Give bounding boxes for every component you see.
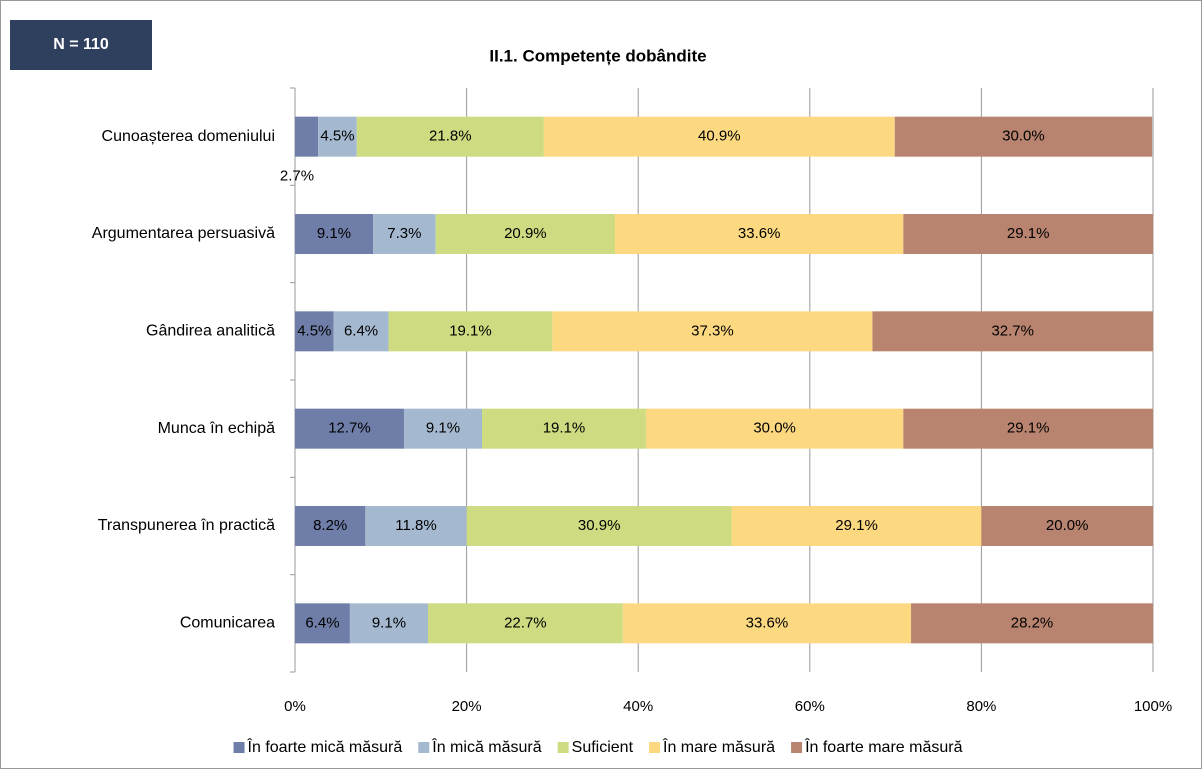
- y-tick-label: Cunoașterea domeniului: [102, 128, 275, 145]
- bar-segment: [615, 214, 904, 254]
- bar-segment: [349, 603, 428, 644]
- data-label: 6.4%: [305, 614, 339, 631]
- y-tick-label: Argumentarea persuasivă: [92, 225, 275, 242]
- data-label: 7.3%: [387, 225, 421, 242]
- x-tick-label: 60%: [795, 698, 825, 715]
- bar-segment: [295, 506, 366, 546]
- data-label: 22.7%: [504, 614, 547, 631]
- legend-swatch: [649, 742, 661, 753]
- bar-segment: [466, 506, 732, 546]
- y-tick-label: Munca în echipă: [158, 420, 276, 437]
- data-label: 29.1%: [835, 517, 878, 534]
- legend-swatch: [418, 742, 430, 753]
- x-tick-label: 40%: [623, 698, 653, 715]
- data-label: 9.1%: [426, 420, 460, 437]
- data-label: 4.5%: [320, 128, 354, 145]
- legend-label: În foarte mare măsură: [804, 737, 963, 756]
- badge: N = 110: [53, 36, 109, 53]
- badge-box: [10, 20, 152, 70]
- bar-segment: [295, 408, 404, 449]
- data-label: 32.7%: [991, 322, 1034, 339]
- data-label: 33.6%: [738, 225, 781, 242]
- bar-segment: [427, 603, 623, 644]
- bar-segment: [388, 311, 553, 352]
- bar-segment: [435, 214, 616, 254]
- data-label: 20.0%: [1046, 517, 1089, 534]
- data-label: 37.3%: [691, 322, 734, 339]
- bar-segment: [903, 408, 1153, 449]
- bar-segment: [295, 214, 374, 254]
- data-label: 21.8%: [429, 128, 472, 145]
- data-label: 30.0%: [1002, 128, 1045, 145]
- legend-label: Suficient: [572, 739, 634, 756]
- legend-label: În foarte mică măsură: [247, 737, 403, 756]
- data-label: 29.1%: [1007, 225, 1050, 242]
- data-label: 28.2%: [1011, 614, 1054, 631]
- chart-title: II.1. Competențe dobândite: [489, 46, 706, 65]
- legend-label: În mică măsură: [431, 737, 541, 756]
- data-label: 40.9%: [698, 128, 741, 145]
- y-tick-label: Transpunerea în practică: [98, 517, 275, 534]
- legend-swatch: [557, 742, 569, 753]
- data-label: 9.1%: [317, 225, 351, 242]
- bar-segment: [552, 311, 873, 352]
- bar-segment: [373, 214, 436, 254]
- x-tick-label: 0%: [284, 698, 306, 715]
- data-label: 19.1%: [449, 322, 492, 339]
- data-label: 4.5%: [297, 322, 331, 339]
- legend: În foarte mică măsură În mică măsură Sufic…: [233, 737, 963, 756]
- data-label: 12.7%: [328, 420, 371, 437]
- bar-segment: [295, 116, 319, 157]
- bar-segment: [894, 116, 1153, 157]
- data-label: 6.4%: [344, 322, 378, 339]
- data-label: 29.1%: [1007, 420, 1050, 437]
- y-tick-label: Comunicarea: [180, 615, 275, 632]
- x-tick-label: 20%: [452, 698, 482, 715]
- x-tick-label: 80%: [966, 698, 996, 715]
- bar-segment: [731, 506, 982, 546]
- legend-label: În mare măsură: [662, 737, 775, 756]
- bar-segment: [318, 116, 357, 157]
- bar-segment: [645, 408, 904, 449]
- bar-segment: [622, 603, 912, 644]
- bar-segment: [903, 214, 1153, 254]
- bar-segment: [295, 603, 350, 644]
- data-label: 9.1%: [372, 614, 406, 631]
- bar-segment: [543, 116, 895, 157]
- legend-swatch: [233, 742, 245, 753]
- bar-segment: [295, 311, 334, 352]
- data-label: 19.1%: [543, 420, 586, 437]
- legend-swatch: [791, 742, 803, 753]
- y-tick-label: Gândirea analitică: [146, 323, 275, 340]
- x-tick-label: 100%: [1134, 698, 1172, 715]
- data-label: 30.9%: [578, 517, 621, 534]
- bar-segment: [403, 408, 483, 449]
- bar-segment: [981, 506, 1153, 546]
- bar-segment: [356, 116, 544, 157]
- data-label: 33.6%: [746, 614, 789, 631]
- data-label: 2.7%: [280, 168, 314, 185]
- bar-segment: [872, 311, 1153, 352]
- bar-segment: [482, 408, 646, 449]
- bar-segment: [365, 506, 467, 546]
- bar-segment: [333, 311, 389, 352]
- data-label: 11.8%: [395, 517, 436, 534]
- data-label: 30.0%: [753, 420, 796, 437]
- data-label: 20.9%: [504, 225, 547, 242]
- data-label: 8.2%: [313, 517, 347, 534]
- bar-segment: [911, 603, 1153, 644]
